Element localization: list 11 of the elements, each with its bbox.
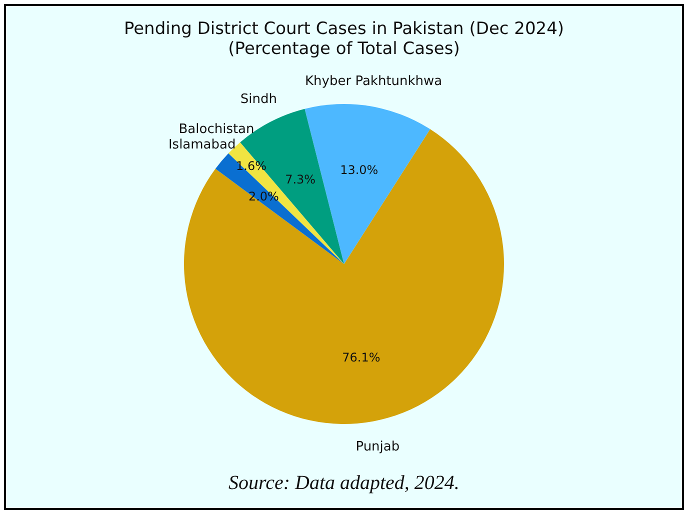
data-label: 76.1%: [342, 350, 380, 364]
slice-label: Islamabad: [168, 137, 236, 152]
slice-label: Khyber Pakhtunkhwa: [305, 74, 442, 89]
data-label: 7.3%: [285, 172, 316, 187]
data-label: 13.0%: [340, 163, 378, 178]
slice-label: Sindh: [240, 92, 277, 108]
chart-subtitle: (Percentage of Total Cases): [228, 39, 460, 59]
slice-label: Balochistan: [178, 122, 254, 138]
source-note: Source: Data adapted, 2024.: [228, 472, 460, 495]
slice-label: Punjab: [356, 440, 400, 455]
chart-title: Pending District Court Cases in Pakistan (Dec 2024): [124, 19, 564, 39]
